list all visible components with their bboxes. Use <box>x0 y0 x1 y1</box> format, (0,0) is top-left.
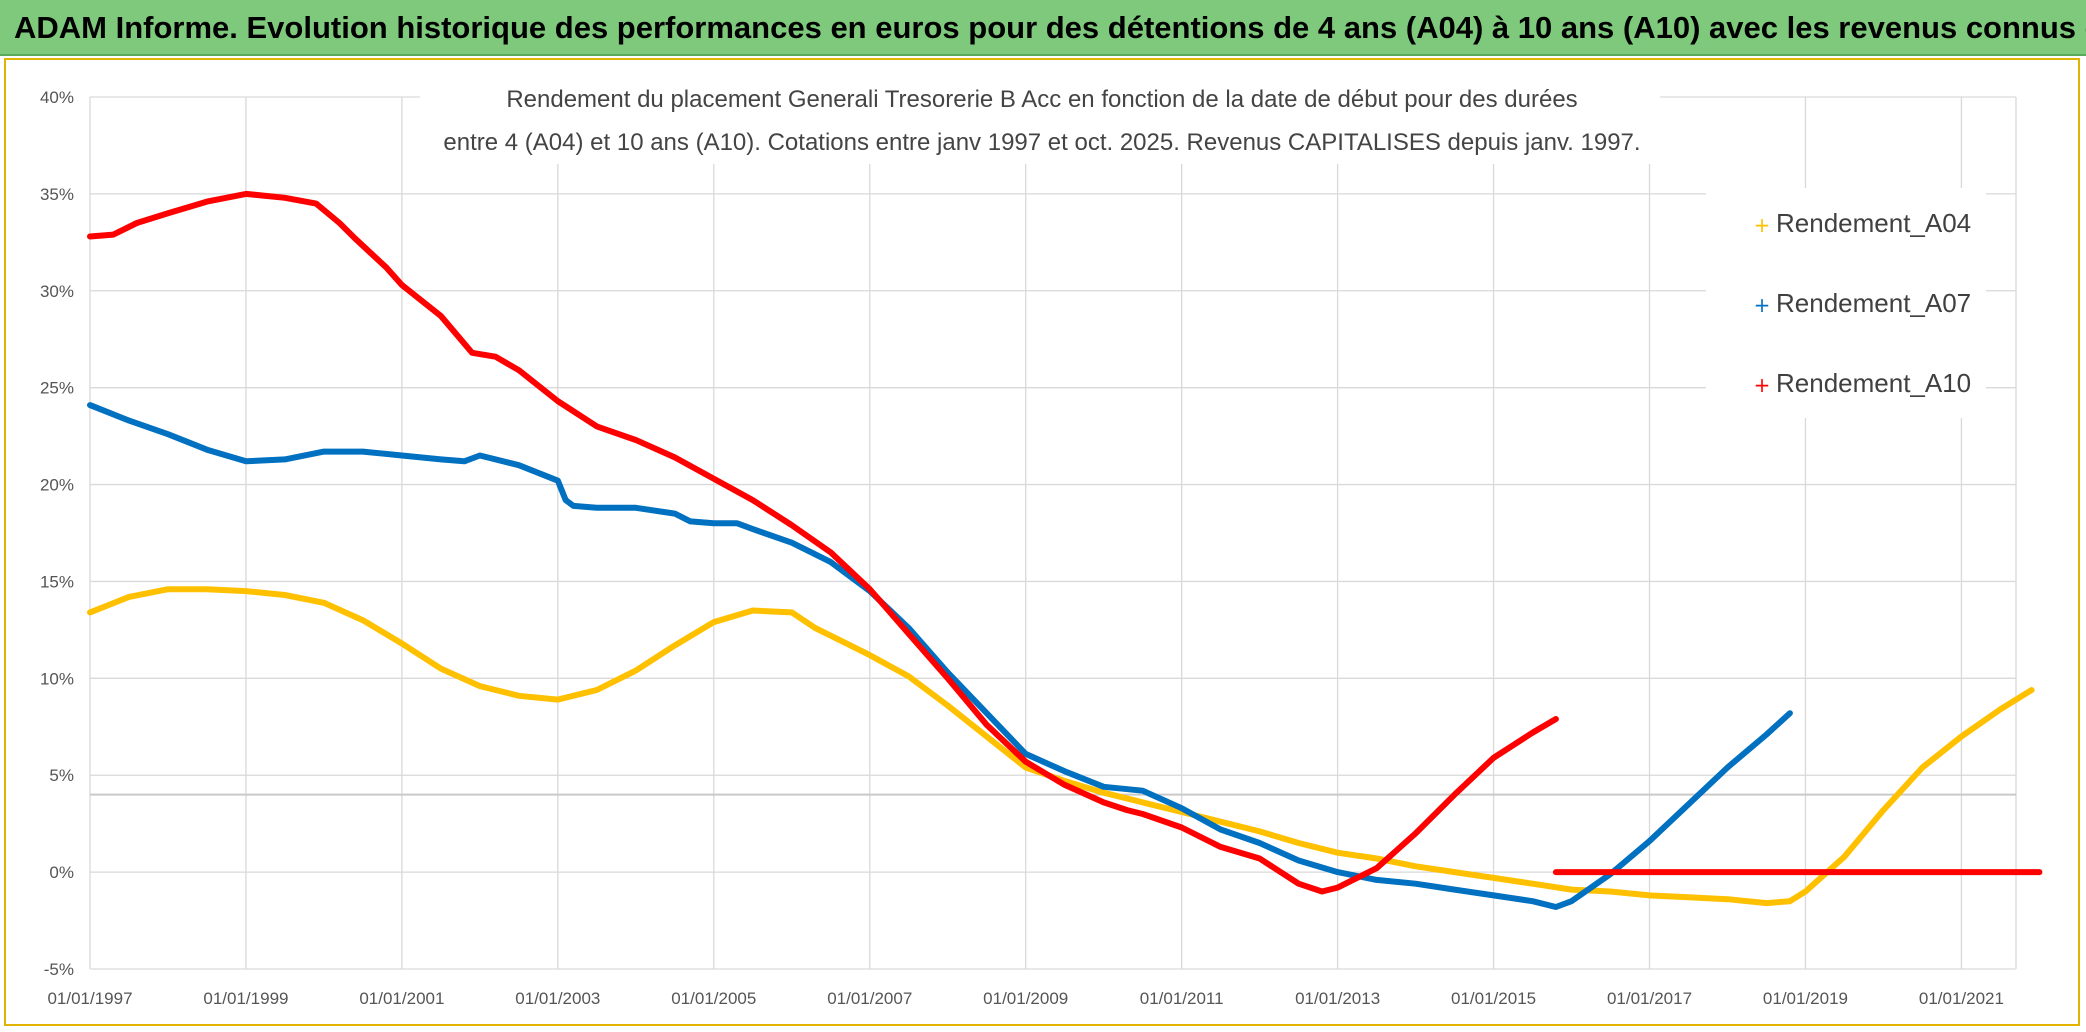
legend-marker-a07: + <box>1754 293 1771 317</box>
y-tick-label: 25% <box>40 379 74 398</box>
x-tick-label: 01/01/2019 <box>1763 989 1848 1008</box>
x-tick-label: 01/01/2005 <box>671 989 756 1008</box>
x-tick-label: 01/01/2007 <box>827 989 912 1008</box>
x-tick-label: 01/01/2011 <box>1140 989 1224 1008</box>
series-line-rendement_a04 <box>87 586 2035 907</box>
series-line-rendement_a07 <box>87 402 1793 910</box>
series-line-rendement_a10 <box>87 190 1559 895</box>
legend-marker-a04: + <box>1754 213 1771 237</box>
chart-frame <box>4 58 2080 1026</box>
y-tick-label: 5% <box>49 766 74 785</box>
y-tick-label: 30% <box>40 282 74 301</box>
x-tick-label: 01/01/2009 <box>983 989 1068 1008</box>
x-tick-label: 01/01/2003 <box>515 989 600 1008</box>
x-tick-label: 01/01/1999 <box>203 989 288 1008</box>
y-tick-label: 40% <box>40 88 74 107</box>
x-tick-label: 01/01/2001 <box>359 989 444 1008</box>
legend-backdrop <box>1706 188 1986 418</box>
x-tick-label: 01/01/2021 <box>1919 989 2004 1008</box>
y-tick-label: 35% <box>40 185 74 204</box>
title-backdrop <box>420 82 1660 164</box>
series <box>87 190 2043 910</box>
x-tick-label: 01/01/2015 <box>1451 989 1536 1008</box>
legend-label-a10: Rendement_A10 <box>1776 368 1971 398</box>
y-tick-label: 10% <box>40 669 74 688</box>
legend-label-a04: Rendement_A04 <box>1776 208 1971 238</box>
report-header: ADAM Informe. Evolution historique des p… <box>0 0 2086 56</box>
legend: + Rendement_A04 + Rendement_A07 + Rendem… <box>1706 188 1986 418</box>
y-tick-label: 15% <box>40 572 74 591</box>
y-axis-ticks: -5% 0% 5% 10% 15% 20% 25% 30% 35% 40% <box>40 88 74 979</box>
x-tick-label: 01/01/2017 <box>1607 989 1692 1008</box>
x-tick-label: 01/01/2013 <box>1295 989 1380 1008</box>
y-tick-label: 20% <box>40 476 74 495</box>
chart-title-line2: entre 4 (A04) et 10 ans (A10). Cotations… <box>443 129 1640 156</box>
y-tick-label: -5% <box>44 960 74 979</box>
legend-label-a07: Rendement_A07 <box>1776 288 1971 318</box>
x-axis-ticks: 01/01/1997 01/01/1999 01/01/2001 01/01/2003… <box>47 989 2004 1008</box>
y-tick-label: 0% <box>49 863 74 882</box>
chart-title-line1: Rendement du placement Generali Tresorer… <box>506 86 1577 113</box>
legend-marker-a10: + <box>1754 373 1771 397</box>
x-tick-label: 01/01/1997 <box>47 989 132 1008</box>
